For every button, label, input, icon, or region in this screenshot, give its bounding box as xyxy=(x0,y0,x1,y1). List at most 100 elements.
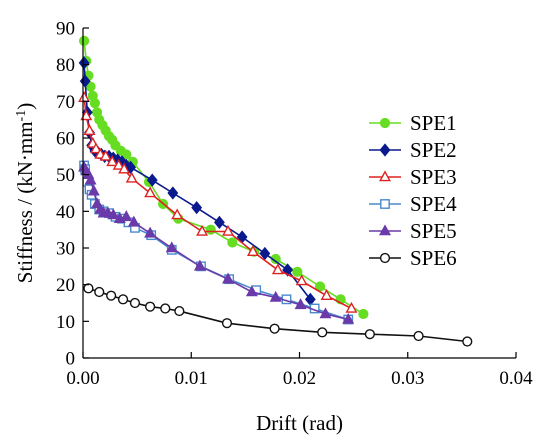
data-point-spe2 xyxy=(259,246,271,261)
data-point-spe5 xyxy=(294,298,307,310)
data-point-spe3 xyxy=(295,274,308,286)
series-layer xyxy=(78,35,473,347)
data-point-spe6 xyxy=(83,283,94,294)
data-point-spe3 xyxy=(112,158,125,170)
series-spe3 xyxy=(78,91,358,313)
y-axis-title: Stiffness / (kN·mm-1) xyxy=(13,103,37,283)
data-point-spe5 xyxy=(319,307,332,319)
series-line-spe3 xyxy=(83,97,352,310)
data-point-spe6 xyxy=(94,286,105,298)
data-point-spe3 xyxy=(83,124,96,135)
x-tick-label: 0.00 xyxy=(66,368,99,389)
series-line-spe1 xyxy=(83,40,364,315)
data-point-spe6 xyxy=(145,301,156,312)
y-tick-label: 70 xyxy=(56,92,75,113)
legend-marker-spe1 xyxy=(379,117,391,129)
x-tick-label: 0.04 xyxy=(499,368,533,389)
series-spe5 xyxy=(78,160,355,324)
data-point-spe6 xyxy=(160,303,171,314)
legend-item-spe6: SPE6 xyxy=(369,246,457,270)
data-point-spe6 xyxy=(269,323,280,334)
data-point-spe3 xyxy=(246,245,259,256)
data-point-spe3 xyxy=(78,91,91,102)
y-axis-title-main: Stiffness / (kN·mm xyxy=(13,121,37,283)
data-point-spe1 xyxy=(292,266,303,277)
x-tick-label: 0.02 xyxy=(283,368,316,389)
data-point-spe5 xyxy=(193,259,206,271)
data-point-spe3 xyxy=(171,208,184,220)
data-point-spe5 xyxy=(84,173,97,185)
data-point-spe3 xyxy=(118,162,131,174)
data-point-spe1 xyxy=(358,308,369,320)
data-point-spe5 xyxy=(222,272,235,284)
data-point-spe5 xyxy=(342,312,355,324)
data-point-spe6 xyxy=(221,318,233,329)
legend-marker-spe6 xyxy=(379,252,391,264)
legend-marker-spe2 xyxy=(379,143,391,157)
data-point-spe6 xyxy=(117,294,129,305)
data-point-spe3 xyxy=(80,109,93,121)
data-point-spe5 xyxy=(127,215,140,227)
legend-label-spe4: SPE4 xyxy=(410,192,457,216)
legend-label-spe3: SPE3 xyxy=(410,165,457,189)
data-point-spe3 xyxy=(320,289,333,300)
data-point-spe6 xyxy=(364,329,375,340)
y-axis-title-superscript: -1 xyxy=(14,110,29,122)
data-point-spe2 xyxy=(191,201,203,215)
data-point-spe6 xyxy=(106,290,117,301)
data-point-spe2 xyxy=(213,215,225,229)
data-point-spe3 xyxy=(125,171,138,183)
data-point-spe3 xyxy=(106,155,119,167)
legend-item-spe4: SPE4 xyxy=(369,192,457,216)
series-spe6 xyxy=(83,283,473,347)
y-tick-label: 0 xyxy=(66,349,76,370)
legend-item-spe2: SPE2 xyxy=(369,138,457,162)
data-point-spe5 xyxy=(269,290,282,302)
y-ticks: 0 10 20 30 40 50 60 70 80 90 xyxy=(56,19,89,370)
data-point-spe3 xyxy=(222,224,235,236)
legend-label-spe2: SPE2 xyxy=(410,138,457,162)
data-point-spe3 xyxy=(196,224,209,236)
legend-marker-spe3 xyxy=(379,170,391,182)
data-point-spe3 xyxy=(271,263,284,275)
legend-item-spe5: SPE5 xyxy=(369,219,457,243)
y-tick-label: 80 xyxy=(56,55,75,76)
data-point-spe5 xyxy=(120,210,133,222)
data-point-spe5 xyxy=(107,208,120,220)
data-point-spe5 xyxy=(87,184,100,196)
x-ticks: 0.00 0.01 0.02 0.03 0.04 xyxy=(66,352,533,389)
y-tick-label: 40 xyxy=(56,202,75,223)
data-point-spe1 xyxy=(89,98,101,109)
legend: SPE1 SPE2 SPE3 SPE4 SPE5 SPE6 xyxy=(369,111,457,270)
data-point-spe2 xyxy=(167,186,179,200)
x-tick-label: 0.01 xyxy=(175,368,208,389)
y-tick-label: 50 xyxy=(56,165,75,186)
legend-label-spe1: SPE1 xyxy=(410,111,457,135)
y-tick-label: 30 xyxy=(56,239,75,260)
x-tick-label: 0.03 xyxy=(391,368,424,389)
legend-item-spe1: SPE1 xyxy=(369,111,457,135)
data-point-spe5 xyxy=(245,285,258,297)
data-point-spe6 xyxy=(129,297,141,309)
data-point-spe3 xyxy=(99,149,112,161)
y-tick-label: 10 xyxy=(56,312,75,333)
data-point-spe6 xyxy=(174,305,185,317)
data-point-spe3 xyxy=(345,301,358,313)
data-point-spe1 xyxy=(227,237,238,248)
data-point-spe2 xyxy=(125,160,137,174)
y-tick-label: 60 xyxy=(56,129,75,150)
legend-item-spe3: SPE3 xyxy=(369,165,457,189)
data-point-spe3 xyxy=(90,142,102,154)
legend-label-spe5: SPE5 xyxy=(410,219,457,243)
data-point-spe2 xyxy=(78,56,90,70)
data-point-spe1 xyxy=(78,35,90,46)
data-point-spe3 xyxy=(144,186,157,198)
data-point-spe6 xyxy=(462,336,473,347)
data-point-spe5 xyxy=(144,226,157,238)
legend-label-spe6: SPE6 xyxy=(410,246,457,270)
data-point-spe1 xyxy=(314,281,326,292)
y-tick-label: 20 xyxy=(56,275,75,296)
data-point-spe5 xyxy=(165,241,178,253)
y-tick-label: 90 xyxy=(56,19,75,40)
